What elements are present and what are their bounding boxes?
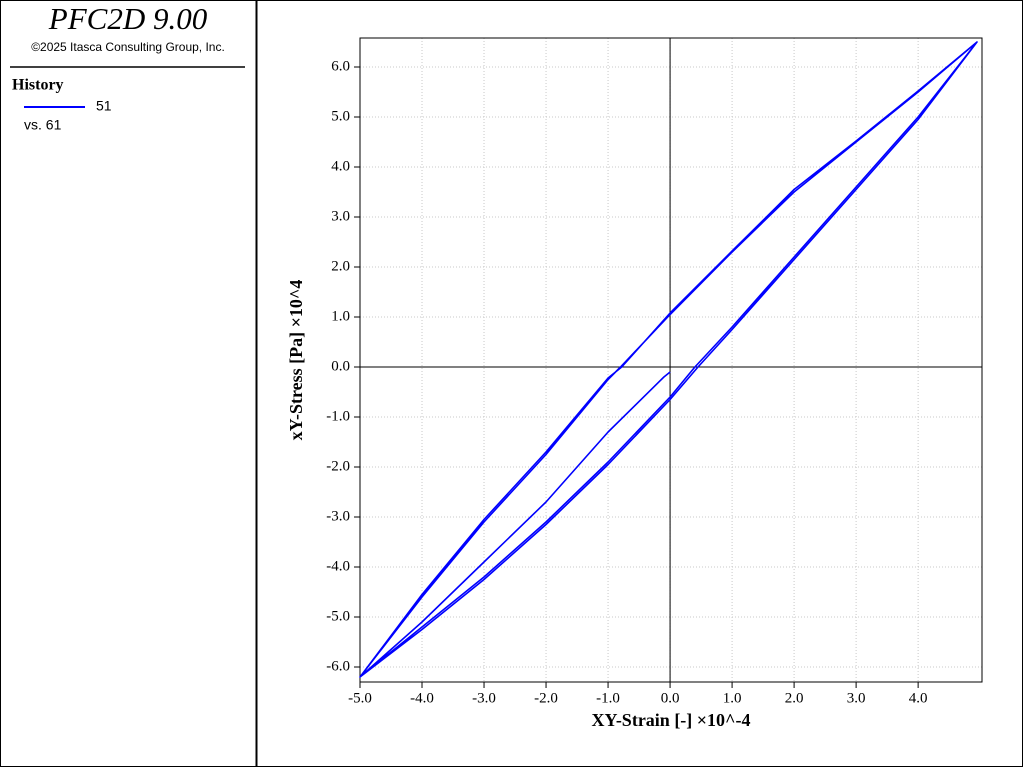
y-tick-label: -4.0 bbox=[326, 558, 350, 574]
data-line bbox=[359, 41, 978, 678]
app-title: PFC2D 9.00 bbox=[48, 1, 208, 36]
legend-title: History bbox=[12, 77, 64, 94]
y-tick-label: -6.0 bbox=[326, 658, 350, 674]
x-tick-label: 0.0 bbox=[661, 690, 680, 706]
y-tick-label: 6.0 bbox=[331, 58, 350, 74]
y-tick-label: -1.0 bbox=[326, 408, 350, 424]
y-tick-label: -3.0 bbox=[326, 508, 350, 524]
plot-frame bbox=[359, 37, 983, 683]
x-tick-label: 2.0 bbox=[785, 690, 804, 706]
y-tick-label: 5.0 bbox=[331, 108, 350, 124]
legend-note: vs. 61 bbox=[24, 117, 62, 133]
y-axis-label: xY-Stress [Pa] ×10^4 bbox=[286, 280, 306, 441]
y-tick-label: 4.0 bbox=[331, 158, 350, 174]
x-tick-label: -4.0 bbox=[410, 690, 434, 706]
y-tick-label: 0.0 bbox=[331, 358, 350, 374]
x-tick-label: 1.0 bbox=[723, 690, 742, 706]
y-tick-label: 3.0 bbox=[331, 208, 350, 224]
x-tick-label: 3.0 bbox=[847, 690, 866, 706]
x-tick-label: -3.0 bbox=[472, 690, 496, 706]
x-tick-label: -5.0 bbox=[348, 690, 372, 706]
x-tick-label: 4.0 bbox=[909, 690, 928, 706]
legend-label: 51 bbox=[96, 98, 112, 114]
y-tick-label: -5.0 bbox=[326, 608, 350, 624]
x-axis-label: XY-Strain [-] ×10^-4 bbox=[591, 710, 750, 730]
y-tick-label: 2.0 bbox=[331, 258, 350, 274]
y-tick-label: -2.0 bbox=[326, 458, 350, 474]
x-tick-label: -2.0 bbox=[534, 690, 558, 706]
y-tick-label: 1.0 bbox=[331, 308, 350, 324]
copyright: ©2025 Itasca Consulting Group, Inc. bbox=[31, 40, 225, 54]
x-tick-label: -1.0 bbox=[596, 690, 620, 706]
